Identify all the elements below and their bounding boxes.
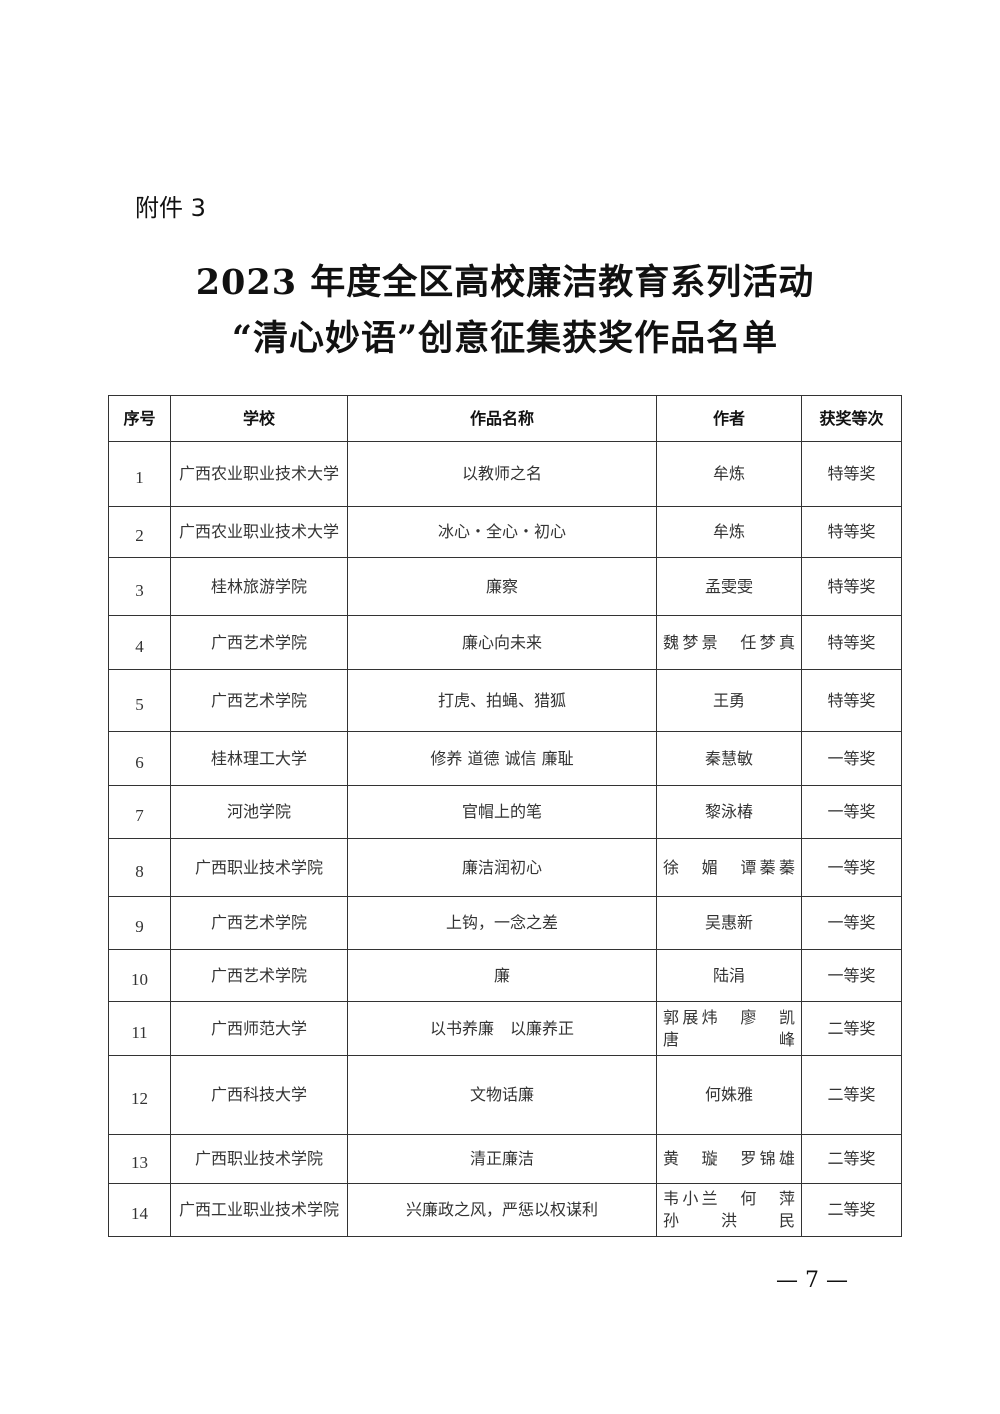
row-number: 6: [108, 731, 171, 786]
header-award: 获奖等次: [801, 395, 902, 442]
work-title-cell: 上钩，一念之差: [347, 896, 657, 950]
school-cell: 广西艺术学院: [170, 896, 348, 950]
page-number: — 7 —: [776, 1268, 848, 1293]
table-row: 5 广西艺术学院 打虎、拍蝇、猎狐 王勇 特等奖: [108, 669, 902, 732]
school-cell: 广西科技大学: [170, 1055, 348, 1135]
work-title-cell: 打虎、拍蝇、猎狐: [347, 669, 657, 732]
school-cell: 广西职业技术学院: [170, 1134, 348, 1184]
school-cell: 桂林旅游学院: [170, 557, 348, 616]
work-title-cell: 修养 道德 诚信 廉耻: [347, 731, 657, 786]
school-cell: 广西艺术学院: [170, 615, 348, 670]
work-title-cell: 廉察: [347, 557, 657, 616]
table-row: 4 广西艺术学院 廉心向未来 魏梦景 任梦真 特等奖: [108, 615, 902, 670]
row-number: 2: [108, 506, 171, 558]
award-cell: 二等奖: [801, 1001, 902, 1056]
header-school: 学校: [170, 395, 348, 442]
author-cell: 陆涓: [656, 949, 802, 1002]
work-title-cell: 以教师之名: [347, 441, 657, 507]
author-cell: 孟雯雯: [656, 557, 802, 616]
author-cell: 牟炼: [656, 441, 802, 507]
title-line-1: 2023 年度全区高校廉洁教育系列活动: [195, 262, 815, 303]
work-title-cell: 文物话廉: [347, 1055, 657, 1135]
award-cell: 一等奖: [801, 896, 902, 950]
work-title-cell: 官帽上的笔: [347, 785, 657, 839]
header-author: 作者: [656, 395, 802, 442]
award-cell: 一等奖: [801, 949, 902, 1002]
award-cell: 特等奖: [801, 557, 902, 616]
author-cell: 吴惠新: [656, 896, 802, 950]
work-title-cell: 冰心・全心・初心: [347, 506, 657, 558]
row-number: 3: [108, 557, 171, 616]
table-row: 14 广西工业职业技术学院 兴廉政之风，严惩以权谋利 韦小兰 何 萍 孙洪民 二等奖: [108, 1183, 902, 1237]
author-cell: 郭展炜 廖 凯 唐 峰: [656, 1001, 802, 1056]
row-number: 13: [108, 1134, 171, 1184]
award-cell: 一等奖: [801, 838, 902, 897]
table-row: 3 桂林旅游学院 廉察 孟雯雯 特等奖: [108, 557, 902, 616]
award-cell: 一等奖: [801, 785, 902, 839]
school-cell: 广西工业职业技术学院: [170, 1183, 348, 1237]
table-row: 10 广西艺术学院廉陆涓 一等奖: [108, 949, 902, 1002]
row-number: 11: [108, 1001, 171, 1056]
table-row: 2 广西农业职业技术大学 冰心・全心・初心 牟炼 特等奖: [108, 506, 902, 558]
award-cell: 特等奖: [801, 506, 902, 558]
row-number: 4: [108, 615, 171, 670]
table-row: 11 广西师范大学 以书养廉 以廉养正 郭展炜 廖 凯 唐 峰二等奖: [108, 1001, 902, 1056]
attachment-label: 附件 3: [135, 194, 206, 222]
award-cell: 二等奖: [801, 1055, 902, 1135]
row-number: 7: [108, 785, 171, 839]
row-number: 12: [108, 1055, 171, 1135]
row-number: 1: [108, 441, 171, 507]
work-title-cell: 廉洁润初心: [347, 838, 657, 897]
school-cell: 广西农业职业技术大学: [170, 441, 348, 507]
title-line-2: “清心妙语”创意征集获奖作品名单: [231, 318, 779, 359]
table-row: 9 广西艺术学院 上钩，一念之差 吴惠新 一等奖: [108, 896, 902, 950]
school-cell: 桂林理工大学: [170, 731, 348, 786]
award-cell: 特等奖: [801, 669, 902, 732]
award-cell: 特等奖: [801, 441, 902, 507]
author-cell: 黎泳椿: [656, 785, 802, 839]
author-cell: 韦小兰 何 萍 孙洪民: [656, 1183, 802, 1237]
author-cell: 黄 璇 罗锦雄: [656, 1134, 802, 1184]
table-row: 1 广西农业职业技术大学 以教师之名 牟炼 特等奖: [108, 441, 902, 507]
table-row: 13 广西职业技术学院 清正廉洁黄 璇 罗锦雄 二等奖: [108, 1134, 902, 1184]
header-row: 序号 学校 作品名称 作者 获奖等次: [108, 395, 902, 442]
header-work: 作品名称: [347, 395, 657, 442]
school-cell: 广西职业技术学院: [170, 838, 348, 897]
table-row: 7 河池学院 官帽上的笔 黎泳椿 一等奖: [108, 785, 902, 839]
work-title-cell: 兴廉政之风，严惩以权谋利: [347, 1183, 657, 1237]
award-cell: 二等奖: [801, 1134, 902, 1184]
author-cell: 何姝雅: [656, 1055, 802, 1135]
header-no: 序号: [108, 395, 171, 442]
award-cell: 二等奖: [801, 1183, 902, 1237]
award-cell: 一等奖: [801, 731, 902, 786]
school-cell: 广西农业职业技术大学: [170, 506, 348, 558]
school-cell: 广西师范大学: [170, 1001, 348, 1056]
table-row: 6 桂林理工大学 修养 道德 诚信 廉耻 秦慧敏 一等奖: [108, 731, 902, 786]
work-title-cell: 以书养廉 以廉养正: [347, 1001, 657, 1056]
author-cell: 魏梦景 任梦真: [656, 615, 802, 670]
school-cell: 广西艺术学院: [170, 949, 348, 1002]
author-cell: 徐 媚 谭蓁蓁: [656, 838, 802, 897]
school-cell: 广西艺术学院: [170, 669, 348, 732]
row-number: 9: [108, 896, 171, 950]
author-cell: 牟炼: [656, 506, 802, 558]
award-table: 序号 学校 作品名称 作者 获奖等次 1 广西农业职业技术大学 以教师之名 牟炼 特等奖…: [108, 395, 902, 1237]
work-title-cell: 清正廉洁: [347, 1134, 657, 1184]
row-number: 8: [108, 838, 171, 897]
work-title-cell: 廉心向未来: [347, 615, 657, 670]
award-cell: 特等奖: [801, 615, 902, 670]
table-row: 12 广西科技大学 文物话廉 何姝雅 二等奖: [108, 1055, 902, 1135]
school-cell: 河池学院: [170, 785, 348, 839]
work-title-cell: 廉: [347, 949, 657, 1002]
row-number: 10: [108, 949, 171, 1002]
row-number: 14: [108, 1183, 171, 1237]
row-number: 5: [108, 669, 171, 732]
author-cell: 秦慧敏: [656, 731, 802, 786]
author-cell: 王勇: [656, 669, 802, 732]
table-row: 8 广西职业技术学院 廉洁润初心徐 媚 谭蓁蓁 一等奖: [108, 838, 902, 897]
